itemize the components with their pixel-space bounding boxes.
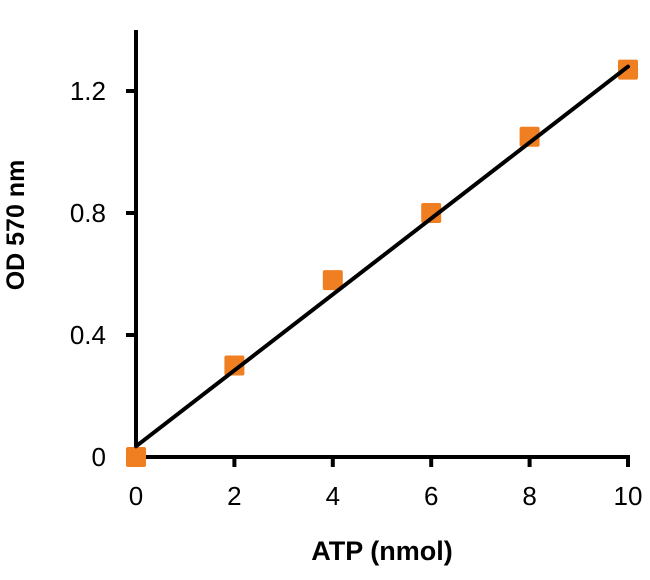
data-point (126, 447, 146, 467)
x-tick-label: 4 (326, 481, 340, 511)
x-tick-label: 8 (522, 481, 536, 511)
data-point (421, 203, 442, 223)
y-tick-label: 1.2 (70, 76, 106, 106)
axes (134, 30, 630, 459)
x-axis-label: ATP (nmol) (311, 536, 453, 566)
y-tick-label: 0 (92, 442, 106, 472)
y-tick-label: 0.8 (70, 198, 106, 228)
data-point (618, 59, 638, 80)
y-axis-label: OD 570 nm (2, 160, 30, 291)
x-tick-label: 6 (424, 481, 438, 511)
trendline (134, 64, 630, 449)
data-points (126, 59, 638, 467)
ticks: 0 2 4 6 8 10 0 0.4 0.8 1.2 (70, 76, 643, 511)
data-point (519, 126, 540, 147)
data-point (322, 270, 343, 291)
x-tick-label: 10 (614, 481, 643, 511)
data-point (224, 355, 245, 376)
x-tick-label: 0 (129, 481, 143, 511)
y-tick-label: 0.4 (70, 320, 106, 350)
x-tick-label: 2 (227, 481, 241, 511)
